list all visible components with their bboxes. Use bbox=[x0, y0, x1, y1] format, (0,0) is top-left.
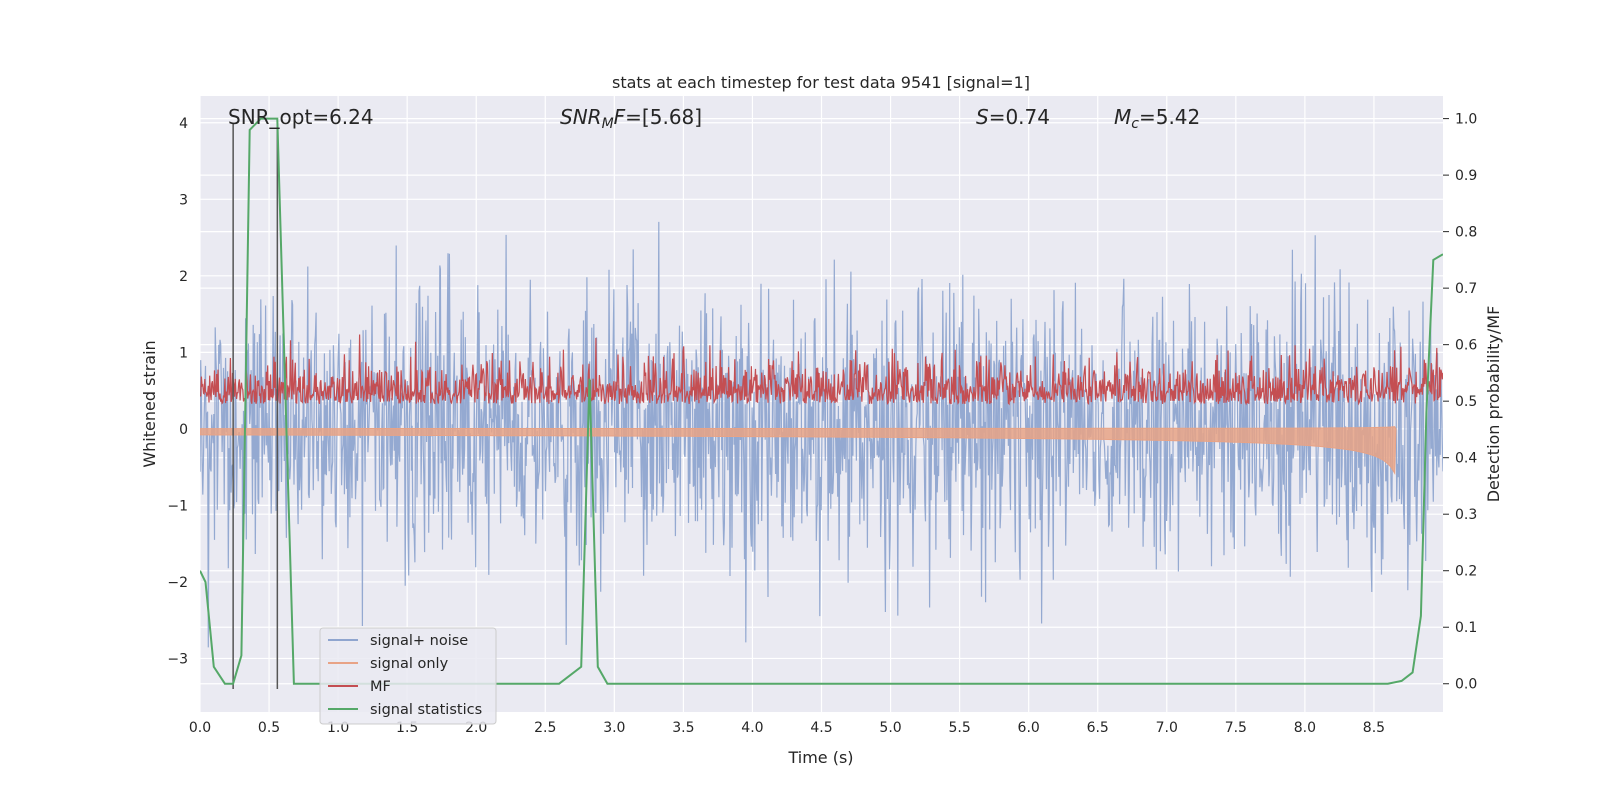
y-right-tick-label-6: 0.6 bbox=[1455, 338, 1477, 354]
y-right-tick-label-1: 0.1 bbox=[1455, 620, 1477, 636]
legend: signal+ noise signal only MF signal stat… bbox=[319, 627, 497, 725]
x-tick-label-12: 6.0 bbox=[1018, 720, 1040, 736]
s-symbol: S bbox=[976, 105, 989, 129]
x-tick-label-14: 7.0 bbox=[1156, 720, 1178, 736]
y-right-tick-label-2: 0.2 bbox=[1455, 564, 1477, 580]
snr-opt-annotation: SNR_opt=6.24 bbox=[228, 105, 374, 129]
y-left-tick-label-7: 4 bbox=[179, 116, 188, 132]
y-right-tick-label-0: 0.0 bbox=[1455, 677, 1477, 693]
y-axis-right-label: Detection probability/MF bbox=[1484, 306, 1503, 503]
y-left-tick-label-2: −1 bbox=[167, 498, 188, 514]
y-axis-left-label: Whitened strain bbox=[140, 340, 159, 467]
x-tick-label-13: 6.5 bbox=[1087, 720, 1109, 736]
y-axis-left: −3 −2 −1 0 1 2 3 4 bbox=[167, 116, 188, 668]
series-signal-only bbox=[200, 426, 1397, 475]
s-annotation: S=0.74 bbox=[976, 105, 1050, 129]
y-left-tick-label-6: 3 bbox=[179, 192, 188, 208]
legend-label-signal-noise: signal+ noise bbox=[370, 633, 468, 649]
x-tick-label-10: 5.0 bbox=[879, 720, 901, 736]
y-right-tick-label-10: 1.0 bbox=[1455, 112, 1477, 128]
snr-mf-value: =[5.68] bbox=[625, 105, 702, 129]
y-left-tick-label-3: 0 bbox=[179, 422, 188, 438]
series-signal-noise bbox=[200, 221, 1443, 648]
legend-box bbox=[319, 627, 497, 725]
x-tick-label-5: 2.5 bbox=[534, 720, 556, 736]
y-right-tick-label-7: 0.7 bbox=[1455, 281, 1477, 297]
y-right-tick-label-3: 0.3 bbox=[1455, 507, 1477, 523]
snr-mf-subscript: M bbox=[602, 116, 614, 132]
legend-label-signal-only: signal only bbox=[370, 656, 449, 672]
mc-annotation: Mc=5.42 bbox=[1114, 105, 1200, 132]
y-left-tick-label-0: −3 bbox=[167, 651, 188, 667]
x-axis-label: Time (s) bbox=[787, 748, 853, 767]
y-left-tick-label-5: 2 bbox=[179, 269, 188, 285]
series-mf bbox=[200, 334, 1443, 406]
x-tick-label-17: 8.5 bbox=[1363, 720, 1385, 736]
data-layer bbox=[200, 117, 1443, 690]
y-left-tick-label-4: 1 bbox=[179, 345, 188, 361]
x-tick-label-1: 0.5 bbox=[258, 720, 280, 736]
snr-mf-annotation: SNRMF=[5.68] bbox=[560, 105, 702, 132]
x-tick-label-15: 7.5 bbox=[1225, 720, 1247, 736]
chart-title: stats at each timestep for test data 954… bbox=[612, 73, 1030, 92]
x-tick-label-7: 3.5 bbox=[672, 720, 694, 736]
y-right-tick-label-8: 0.8 bbox=[1455, 225, 1477, 241]
y-right-tick-label-4: 0.4 bbox=[1455, 451, 1477, 467]
annotations: SNR_opt=6.24 SNRMF=[5.68] S=0.74 Mc=5.42 bbox=[228, 105, 1200, 132]
x-tick-label-6: 3.0 bbox=[603, 720, 625, 736]
series-signal-statistics bbox=[200, 117, 1443, 685]
snr-mf-letter: F bbox=[614, 105, 626, 129]
s-value: =0.74 bbox=[989, 105, 1050, 129]
x-tick-label-9: 4.5 bbox=[810, 720, 832, 736]
x-tick-label-0: 0.0 bbox=[189, 720, 211, 736]
snr-mf-symbol: SNR bbox=[560, 105, 602, 129]
y-right-tick-label-5: 0.5 bbox=[1455, 394, 1477, 410]
legend-label-signal-statistics: signal statistics bbox=[370, 702, 482, 718]
mc-symbol: M bbox=[1114, 105, 1131, 129]
y-axis-right: 0.0 0.1 0.2 0.3 0.4 0.5 0.6 0.7 0.8 0.9 1.0 bbox=[1443, 112, 1477, 693]
mc-value: =5.42 bbox=[1139, 105, 1200, 129]
y-left-tick-label-1: −2 bbox=[167, 575, 188, 591]
x-tick-label-16: 8.0 bbox=[1294, 720, 1316, 736]
legend-label-mf: MF bbox=[370, 679, 391, 695]
x-tick-label-8: 4.0 bbox=[741, 720, 763, 736]
y-right-tick-label-9: 0.9 bbox=[1455, 168, 1477, 184]
x-tick-label-11: 5.5 bbox=[948, 720, 970, 736]
mc-subscript: c bbox=[1131, 116, 1139, 132]
